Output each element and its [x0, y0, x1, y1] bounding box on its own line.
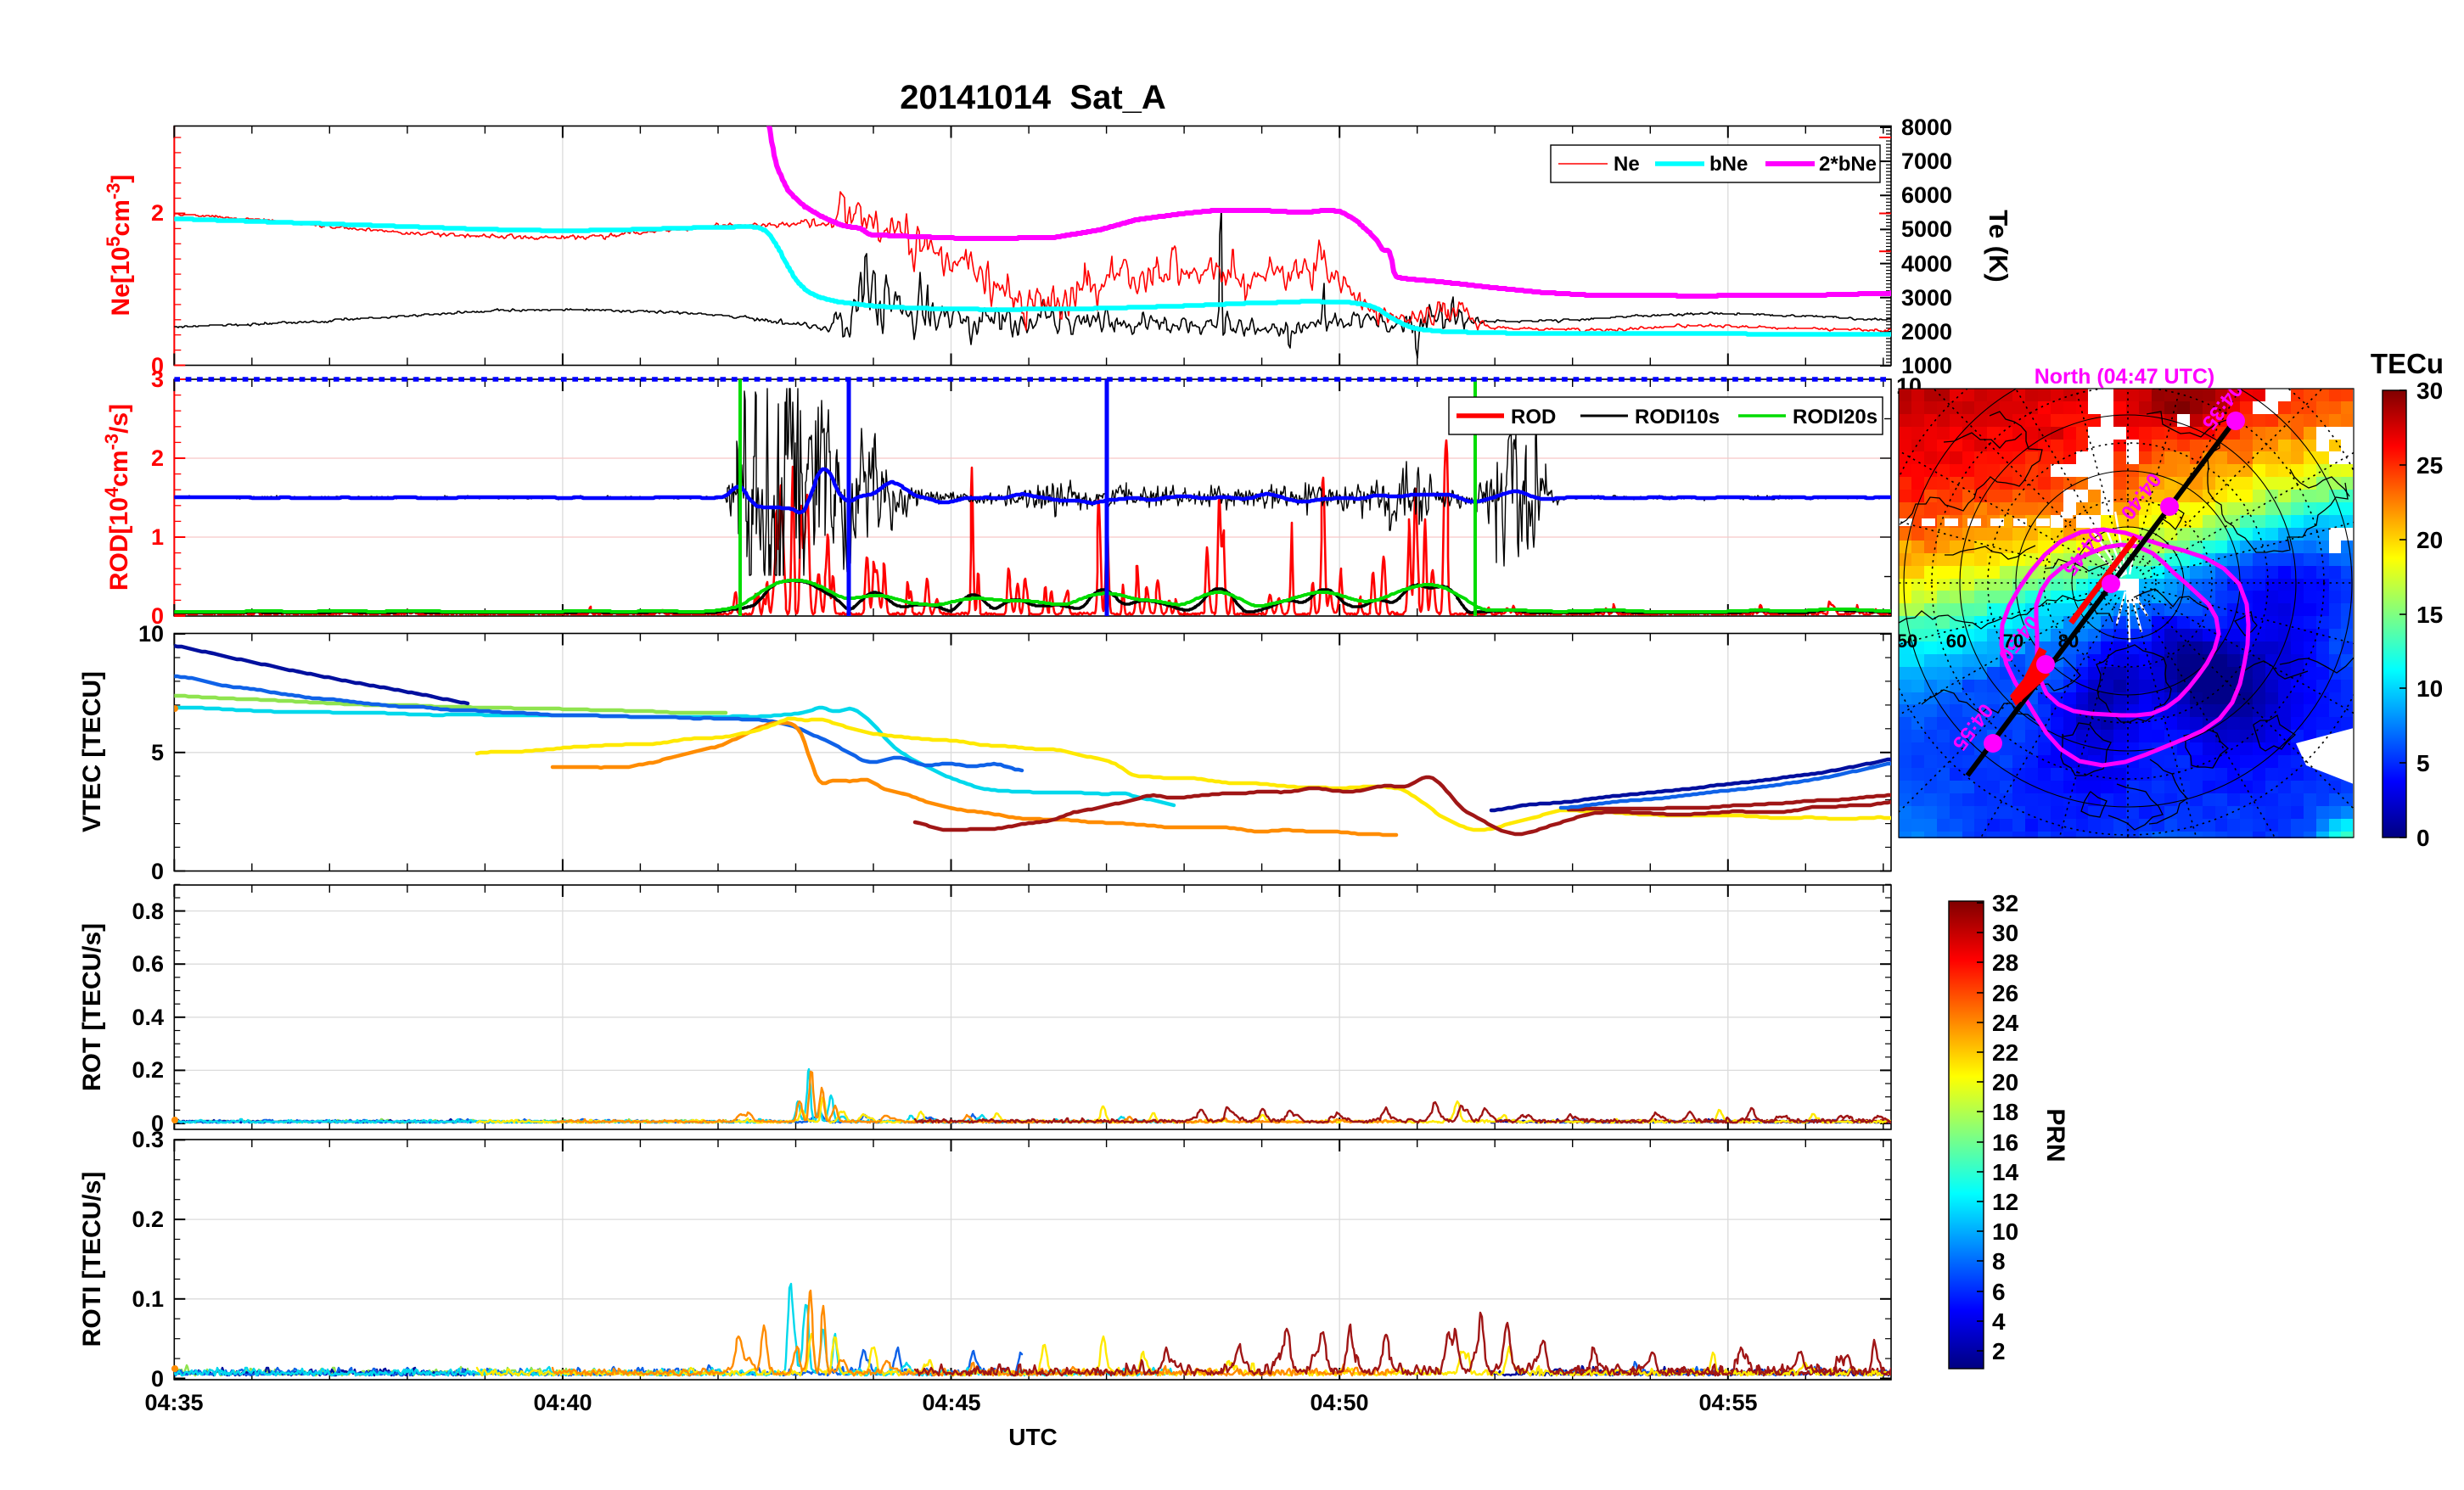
svg-text:30: 30	[2416, 378, 2443, 404]
svg-text:16: 16	[1992, 1129, 2018, 1156]
svg-text:TECu: TECu	[2371, 348, 2444, 379]
svg-text:2*bNe: 2*bNe	[1819, 153, 1877, 176]
svg-text:2: 2	[1992, 1338, 2006, 1364]
svg-text:30: 30	[1992, 920, 2018, 946]
svg-text:bNe: bNe	[1709, 153, 1748, 176]
svg-text:10: 10	[138, 621, 164, 647]
svg-text:7000: 7000	[1901, 148, 1952, 174]
svg-text:14: 14	[1992, 1159, 2019, 1185]
svg-text:04:35: 04:35	[144, 1390, 203, 1415]
svg-text:04:40: 04:40	[533, 1390, 592, 1415]
svg-text:24: 24	[1992, 1010, 2019, 1036]
svg-text:6: 6	[1992, 1279, 2006, 1305]
svg-text:4: 4	[1992, 1308, 2006, 1335]
svg-text:10: 10	[2416, 675, 2443, 702]
svg-text:8: 8	[1992, 1248, 2006, 1274]
svg-text:04:45: 04:45	[922, 1390, 980, 1415]
svg-text:20141014 Sat_A: 20141014 Sat_A	[900, 79, 1166, 116]
svg-text:3000: 3000	[1901, 285, 1952, 311]
svg-text:8000: 8000	[1901, 115, 1952, 140]
svg-text:50: 50	[1897, 630, 1917, 652]
svg-text:2: 2	[151, 200, 164, 226]
svg-text:0: 0	[151, 1111, 164, 1136]
svg-text:0.2: 0.2	[132, 1207, 164, 1232]
svg-text:0.1: 0.1	[132, 1286, 164, 1312]
svg-text:RODI10s: RODI10s	[1635, 406, 1720, 429]
svg-text:18: 18	[1992, 1099, 2018, 1125]
svg-text:ROD: ROD	[1511, 406, 1556, 429]
svg-text:60: 60	[1946, 630, 1967, 652]
svg-text:0: 0	[151, 1366, 164, 1392]
svg-text:Te (K): Te (K)	[1984, 210, 2013, 283]
svg-text:0.3: 0.3	[132, 1127, 164, 1152]
svg-text:12: 12	[1992, 1189, 2018, 1215]
svg-text:25: 25	[2416, 452, 2443, 479]
svg-text:ROD[104cm-3/s]: ROD[104cm-3/s]	[101, 404, 133, 591]
svg-text:0: 0	[2416, 825, 2430, 851]
svg-text:20: 20	[1992, 1069, 2018, 1095]
svg-text:0.6: 0.6	[132, 951, 164, 977]
svg-text:0.8: 0.8	[132, 899, 164, 924]
svg-text:2000: 2000	[1901, 319, 1952, 344]
svg-text:UTC: UTC	[1008, 1424, 1058, 1450]
svg-text:0.4: 0.4	[132, 1005, 164, 1030]
svg-text:70: 70	[2003, 630, 2023, 652]
svg-text:80: 80	[2058, 630, 2079, 652]
svg-text:5: 5	[151, 740, 164, 765]
svg-text:1000: 1000	[1901, 353, 1952, 378]
svg-text:3: 3	[151, 367, 164, 392]
svg-text:0.2: 0.2	[132, 1057, 164, 1083]
svg-text:PRN: PRN	[2041, 1108, 2069, 1162]
svg-text:20: 20	[2416, 527, 2443, 553]
svg-text:26: 26	[1992, 980, 2018, 1006]
svg-text:0: 0	[151, 353, 164, 378]
svg-text:VTEC [TECU]: VTEC [TECU]	[78, 671, 106, 832]
svg-text:Ne: Ne	[1614, 153, 1640, 176]
svg-text:RODI20s: RODI20s	[1793, 406, 1877, 429]
svg-text:5: 5	[2416, 750, 2430, 776]
svg-text:22: 22	[1992, 1039, 2018, 1066]
svg-text:28: 28	[1992, 949, 2018, 976]
svg-text:North (04:47 UTC): North (04:47 UTC)	[2035, 365, 2215, 389]
svg-text:32: 32	[1992, 890, 2018, 916]
svg-text:ROT [TECU/s]: ROT [TECU/s]	[78, 923, 106, 1091]
svg-text:1: 1	[151, 524, 164, 550]
svg-text:0: 0	[151, 603, 164, 629]
svg-text:04:55: 04:55	[1698, 1390, 1757, 1415]
svg-text:10: 10	[1992, 1218, 2018, 1245]
svg-text:0: 0	[151, 859, 164, 884]
svg-text:6000: 6000	[1901, 182, 1952, 208]
svg-text:15: 15	[2416, 602, 2443, 628]
svg-text:04:50: 04:50	[1310, 1390, 1368, 1415]
svg-text:4000: 4000	[1901, 251, 1952, 277]
svg-text:2: 2	[151, 445, 164, 471]
svg-text:5000: 5000	[1901, 216, 1952, 242]
svg-text:ROTI [TECU/s]: ROTI [TECU/s]	[78, 1172, 106, 1347]
